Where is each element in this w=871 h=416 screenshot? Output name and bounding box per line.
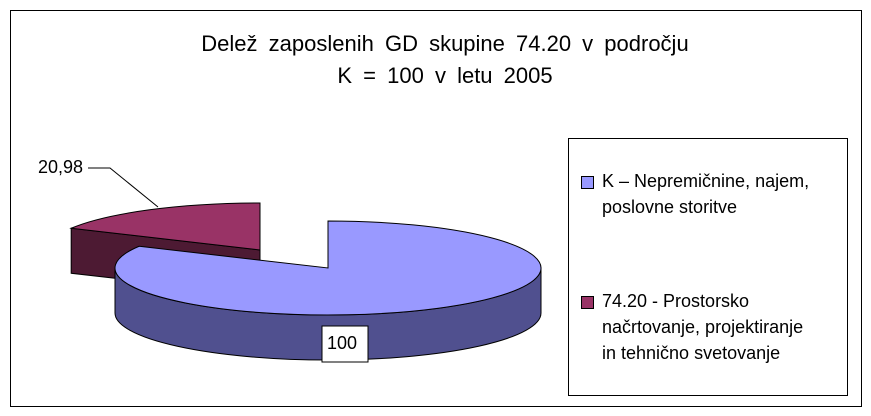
leader-line (88, 167, 159, 208)
chart-title: Delež zaposlenih GD skupine 74.20 v podr… (201, 31, 689, 88)
pie-slice (114, 220, 542, 316)
legend-swatch (581, 176, 594, 189)
legend-label: 74.20 - Prostorsko načrtovanje, projekti… (602, 291, 804, 363)
legend-swatch (581, 296, 594, 309)
pie-slice (69, 202, 261, 251)
data-label: 100 (327, 333, 358, 353)
data-label-box (321, 325, 369, 363)
legend-box (568, 138, 848, 396)
data-label: 20,98 (38, 157, 84, 177)
legend-label: K – Nepremičnine, najem, poslovne storit… (602, 171, 810, 217)
pie (69, 202, 542, 361)
